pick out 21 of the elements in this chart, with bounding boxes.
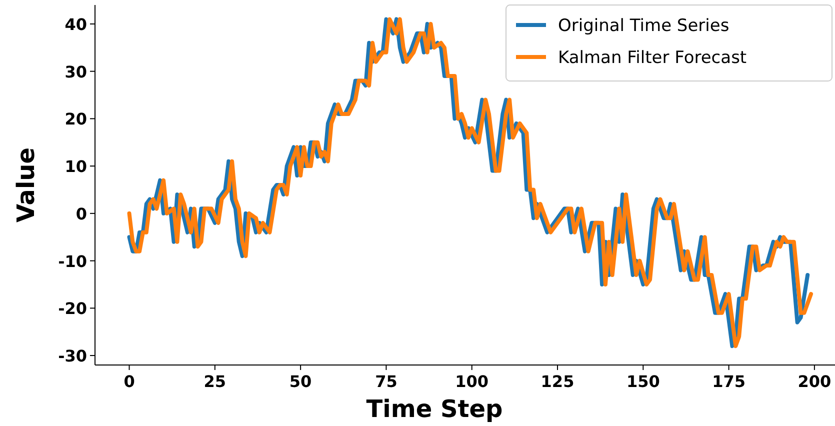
x-tick-label: 150 xyxy=(626,372,660,391)
y-tick-label: -30 xyxy=(58,346,87,366)
legend-label: Kalman Filter Forecast xyxy=(558,48,747,68)
x-axis-title: Time Step xyxy=(366,395,503,423)
y-tick-label: 0 xyxy=(76,204,87,224)
legend-label: Original Time Series xyxy=(558,16,730,36)
y-tick-label: -20 xyxy=(58,299,87,318)
x-tick-label: 75 xyxy=(375,372,398,391)
x-tick-label: 50 xyxy=(289,372,312,391)
x-tick-label: 125 xyxy=(540,372,574,391)
x-tick-label: 25 xyxy=(204,372,226,391)
y-tick-label: 30 xyxy=(64,62,87,82)
x-tick-label: 200 xyxy=(798,372,832,391)
y-axis-title: Value xyxy=(12,147,40,223)
y-tick-label: 10 xyxy=(64,157,87,176)
x-tick-label: 175 xyxy=(712,372,746,391)
y-tick-label: 20 xyxy=(64,110,87,129)
y-tick-label: 40 xyxy=(64,14,87,34)
x-tick-label: 100 xyxy=(455,372,489,391)
x-tick-label: 0 xyxy=(124,372,135,391)
y-tick-label: -10 xyxy=(58,252,87,271)
